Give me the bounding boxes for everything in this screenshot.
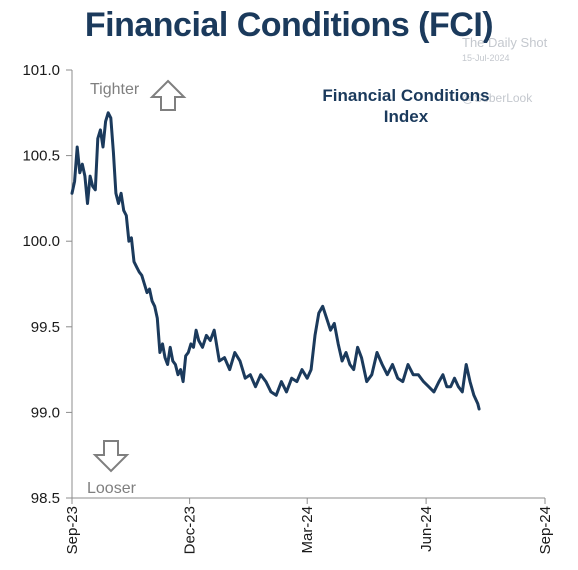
watermark: The Daily Shot 15-Jul-2024 @SoberLook bbox=[462, 34, 547, 106]
arrow-down-icon bbox=[92, 440, 130, 473]
x-tick-label: Sep-23 bbox=[64, 506, 81, 554]
watermark-brand: The Daily Shot bbox=[462, 35, 548, 50]
y-tick-label: 98.5 bbox=[31, 490, 60, 507]
x-tick-label: Sep-24 bbox=[537, 506, 554, 554]
y-tick-label: 101.0 bbox=[22, 62, 60, 79]
plot-frame bbox=[71, 70, 545, 499]
fci-series-line bbox=[70, 111, 481, 411]
x-tick-label: Jun-24 bbox=[418, 506, 435, 552]
looser-label: Looser bbox=[87, 480, 137, 497]
inset-label: Financial Conditions Index bbox=[322, 86, 489, 126]
chart-title: Financial Conditions (FCI) bbox=[84, 6, 494, 44]
inset-label-line-2: Index bbox=[384, 107, 429, 126]
tighter-label: Tighter bbox=[90, 81, 140, 98]
watermark-handle: @SoberLook bbox=[462, 90, 533, 105]
tighter-annotation: Tighter bbox=[90, 79, 187, 111]
y-tick-label: 100.0 bbox=[22, 233, 60, 250]
looser-annotation: Looser bbox=[87, 440, 137, 497]
y-tick-label: 99.5 bbox=[31, 319, 60, 336]
arrow-up-icon bbox=[149, 79, 187, 111]
inset-label-line-1: Financial Conditions bbox=[322, 86, 489, 105]
watermark-date: 15-Jul-2024 bbox=[462, 52, 510, 63]
x-tick-label: Mar-24 bbox=[299, 506, 316, 554]
x-tick-label: Dec-23 bbox=[182, 506, 199, 554]
y-axis-ticks: 101.0 100.5 100.0 99.5 99.0 98.5 bbox=[22, 62, 72, 507]
x-axis-ticks: Sep-23 Dec-23 Mar-24 Jun-24 Sep-24 bbox=[64, 498, 554, 554]
y-tick-label: 100.5 bbox=[22, 148, 60, 165]
y-tick-label: 99.0 bbox=[31, 404, 60, 421]
